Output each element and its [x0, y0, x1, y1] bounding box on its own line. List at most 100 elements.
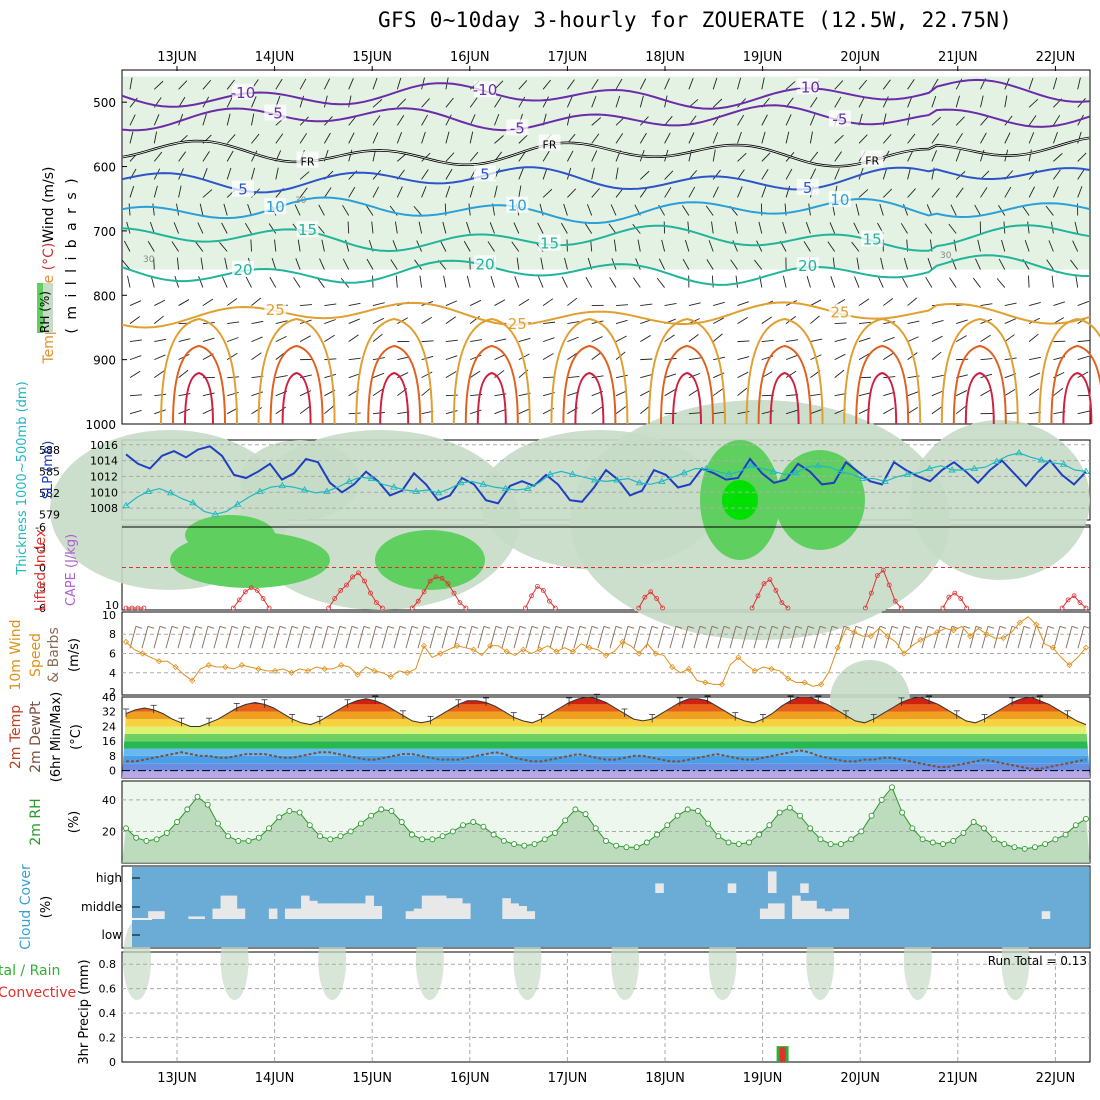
wind-speed-marker [288, 669, 295, 676]
cloud-middle-bar [301, 895, 310, 919]
slp-tick-label: 1014 [90, 455, 118, 468]
wind-barb [858, 298, 870, 306]
temp-axis-title-2: 2m DewPt [28, 701, 44, 773]
thickness-marker [724, 470, 733, 477]
lifted-index-marker [421, 589, 427, 595]
wind-barb [737, 356, 750, 361]
isotherm-label: FR [543, 139, 557, 152]
wind-barb [858, 96, 866, 108]
isotherm-label: -5 [268, 105, 283, 123]
li-tick-label: 6 [39, 602, 46, 615]
wind-barb [299, 133, 308, 144]
wind-barb [880, 257, 884, 270]
wind-barb [761, 316, 773, 324]
lifted-index-line [1061, 595, 1087, 609]
surface-wind-barb-flag [699, 625, 707, 629]
surface-wind-barb [1077, 626, 1085, 649]
rh-marker [797, 812, 803, 819]
surface-wind-barb-flag [783, 625, 791, 629]
wind-speed-marker [851, 629, 858, 636]
thickness-marker [881, 477, 889, 484]
rh-patch-high [775, 450, 865, 550]
wind-barb [608, 223, 617, 234]
surface-wind-barb [273, 626, 281, 649]
wind-barb [178, 393, 191, 397]
wind-barb [543, 321, 556, 325]
wind-barb [664, 115, 673, 126]
rh-marker [950, 837, 957, 844]
li-axis-title-text: Lifted Index [33, 529, 49, 611]
wind-barb [834, 151, 842, 162]
date-label-top: 17JUN [548, 50, 588, 65]
rh-marker [837, 841, 844, 848]
wind-speed-marker [933, 629, 941, 636]
cape-tick-label: 10 [105, 599, 119, 612]
wind-speed-marker [669, 663, 676, 671]
wind-speed-marker [470, 646, 477, 653]
temp-band [122, 726, 1090, 734]
surface-wind-barb-flag [351, 625, 359, 629]
temp-axis-title-3: (6hr Min/Max) [49, 692, 64, 782]
wind-barb [737, 77, 742, 90]
wind-barb [202, 151, 210, 162]
surface-wind-barb-flag [363, 625, 371, 629]
wind-barb [664, 78, 670, 90]
rh-marker [204, 801, 211, 808]
lifted-index-marker [773, 588, 779, 593]
heat-contour [281, 371, 312, 425]
surface-wind-barb-flag [591, 625, 599, 629]
wind-barb [542, 96, 549, 108]
surface-wind-barb-flag [975, 625, 983, 629]
wind-barb [251, 167, 256, 180]
pressure-tick-label: 800 [93, 289, 116, 303]
lifted-index-marker [940, 605, 946, 611]
surface-wind-barb [681, 626, 689, 649]
temp-tick-label: 32 [102, 706, 116, 719]
rh-marker [551, 830, 558, 836]
rh-marker [746, 839, 752, 846]
cloud-axis-title: Cloud Cover [18, 864, 34, 950]
temp-axis-title-4: (°C) [69, 724, 84, 750]
surface-wind-barb-flag [255, 625, 263, 629]
surface-wind-barb [441, 626, 449, 649]
wind-barb [567, 188, 577, 198]
stability-panel: -6 -3 0 3 6 10 Lifted Index CAPE (J/kg) [33, 521, 1090, 615]
wind-barb [613, 239, 617, 252]
wind-barb [584, 223, 593, 234]
wind-barb [445, 371, 457, 379]
wind-barb [735, 275, 738, 288]
cloud-middle-bar [816, 908, 825, 919]
wind-barb [640, 374, 653, 379]
thickness-axis-title-text: Thickness 1000~500mb (dm) [15, 381, 30, 575]
wind-barb [275, 167, 279, 180]
slp-tick-label: 1008 [90, 502, 118, 515]
wind-barb [154, 370, 165, 379]
wind-barb [251, 96, 257, 108]
date-label-top: 14JUN [255, 50, 295, 65]
wind-barb [202, 298, 214, 306]
surface-wind-barb [897, 626, 905, 649]
wind-barb [591, 150, 598, 162]
rh-marker [633, 844, 640, 851]
wind-barb [858, 392, 871, 397]
surface-wind-barb [1005, 626, 1013, 649]
slp-tick-label: 1010 [90, 486, 118, 499]
surface-wind-barb [381, 626, 389, 649]
isotherm-label: 20 [798, 257, 817, 275]
wind-barb [591, 167, 595, 180]
date-label-top: 16JUN [450, 50, 490, 65]
wind-barb [567, 321, 580, 325]
wind-barb [980, 132, 987, 144]
wind-barb [487, 241, 495, 252]
pressure-axis-title: ( m i l l i b a r s ) [64, 176, 80, 333]
wind-barb [153, 185, 158, 198]
rh-marker [388, 808, 395, 814]
date-label-top: 18JUN [645, 50, 685, 65]
wind-barb [223, 203, 228, 216]
wind-barb [147, 240, 155, 252]
wind-barb [883, 391, 895, 397]
surface-wind-barb [369, 626, 377, 649]
wind-barb [227, 337, 239, 343]
wind-barb [737, 317, 749, 324]
isotherm-label: -5 [510, 119, 525, 137]
